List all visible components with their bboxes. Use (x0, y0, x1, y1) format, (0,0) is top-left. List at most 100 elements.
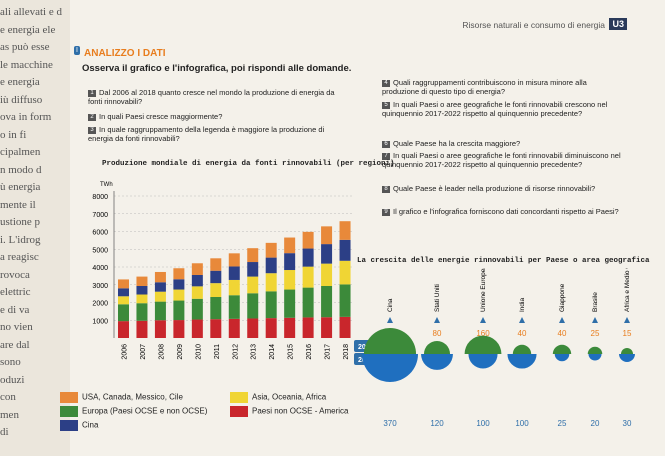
bar-segment (302, 231, 314, 249)
legend-label: Paesi non OCSE - America (252, 406, 349, 416)
value-2011-2016: 15 (623, 329, 632, 338)
bar-segment (118, 304, 129, 322)
bar-segment (247, 276, 259, 294)
left-page-text-fragment: are dal (0, 338, 30, 351)
bar-segment (284, 270, 296, 290)
up-arrow-icon (592, 317, 598, 323)
growth-semicircle-2011-2016 (587, 346, 603, 354)
growth-semicircle-2011-2016 (423, 340, 451, 354)
bar-segment (265, 291, 277, 319)
legend-label: Cina (82, 420, 99, 430)
left-page-text-fragment: ali allevati e d (0, 6, 62, 18)
legend-swatch (60, 392, 78, 403)
growth-semicircle-2017-2022 (362, 354, 418, 382)
legend-item: Asia, Oceania, Africa (230, 392, 326, 403)
legend-swatch (230, 406, 248, 417)
y-tick-label: 8000 (92, 194, 108, 201)
bar-segment (339, 239, 351, 261)
bar-segment (118, 288, 129, 297)
bar-segment (191, 274, 203, 287)
growth-semicircle-2011-2016 (552, 344, 572, 354)
y-tick-label: 2000 (92, 301, 108, 308)
bar-segment (247, 318, 259, 338)
chart-title: Produzione mondiale di energia da fonti … (102, 160, 395, 168)
bar-segment (302, 287, 314, 318)
section-title: ANALIZZO I DATI (84, 48, 166, 59)
stacked-bar-chart: TWh 1000 2000 3000 4000 5000 6000 7000 8000 2006 2… (92, 182, 354, 360)
left-page-text-fragment: e energia (0, 76, 40, 88)
legend-swatch (230, 392, 248, 403)
question-9: 9 Il grafico e l'infografica forniscono d… (382, 207, 622, 216)
legend-label: Asia, Oceania, Africa (252, 392, 327, 402)
left-page-text-fragment: di (0, 426, 9, 438)
up-arrow-icon (387, 317, 393, 323)
bar-segment (284, 253, 296, 271)
left-page-text-fragment: no vien (0, 321, 33, 333)
bar-segment (136, 320, 148, 338)
country-label: Stati Uniti (434, 284, 441, 312)
bar-segment (154, 282, 166, 292)
left-page-text-fragment: e di va (0, 303, 30, 316)
x-tick-label: 2013 (251, 344, 258, 360)
bar-segment (228, 279, 240, 296)
left-page-text-fragment: sono (0, 356, 21, 368)
bar-segment (228, 253, 240, 267)
value-2011-2016: 25 (591, 329, 600, 338)
left-page-text-fragment: o in fi (0, 128, 27, 141)
country-label: Brasile (592, 292, 599, 312)
x-tick-label: 2006 (122, 344, 129, 360)
left-page-text-fragment: con (0, 391, 16, 403)
bar-segment (191, 319, 203, 338)
bar-segment (136, 276, 148, 286)
bar-segment (321, 226, 333, 245)
left-page-text-fragment: cipalmen (0, 146, 41, 158)
bar-segment (210, 319, 222, 338)
up-arrow-icon (519, 317, 525, 323)
legend-label: USA, Canada, Messico, Cile (82, 392, 183, 402)
bar-segment (339, 221, 351, 240)
bar-segment (210, 283, 222, 297)
bar-segment (302, 248, 314, 267)
legend-swatch (60, 420, 78, 431)
bar-segment (210, 258, 222, 271)
bar-segment (118, 321, 129, 338)
growth-semicircle-2017-2022 (588, 354, 602, 361)
bar-segment (118, 296, 129, 305)
left-page-text-fragment: a reagisc (0, 251, 39, 263)
x-tick-label: 2012 (232, 344, 239, 360)
bar-segment (265, 257, 277, 274)
question-7: 7 In quali Paesi o aree geografiche le fo… (382, 151, 621, 169)
left-page-text-fragment: n modo d (0, 163, 42, 176)
bar-segment (228, 318, 240, 338)
left-page-text-fragment: ova in form (0, 111, 52, 123)
question-2: 2 In quali Paesi cresce maggiormente? (88, 112, 343, 121)
value-2017-2022: 20 (591, 419, 600, 428)
bar-segment (228, 266, 240, 280)
left-page-text-fragment: oduzi (0, 373, 25, 386)
left-page-text-fragment: le macchine (0, 58, 53, 71)
left-page-text-fragment: rovoca (0, 268, 30, 281)
bar-segment (173, 268, 185, 280)
growth-semicircle-2017-2022 (421, 354, 453, 370)
left-page-fragment: ali allevati e d e energia ele as può esse… (0, 0, 70, 456)
value-2011-2016: 80 (433, 329, 442, 338)
value-2011-2016: 40 (558, 329, 567, 338)
bar-segment (191, 298, 203, 320)
x-tick-label: 2018 (343, 344, 350, 360)
y-tick-label: 1000 (92, 318, 108, 325)
left-page-text-fragment: ù energia (0, 181, 41, 193)
bar-segment (247, 293, 259, 319)
growth-semicircle-2011-2016 (512, 344, 532, 354)
bar-segment (321, 244, 333, 264)
bar-segment (321, 285, 333, 318)
bar-segment (136, 285, 148, 295)
y-tick-label: 7000 (92, 212, 108, 219)
left-page-text-fragment: i. L'idrog (0, 233, 41, 246)
question-6: 6 Quale Paese ha la crescita maggiore? (382, 139, 622, 148)
x-tick-label: 2017 (325, 344, 332, 360)
legend-item: Paesi non OCSE - America (230, 406, 348, 417)
bar-segment (339, 260, 351, 285)
y-unit-label: TWh (100, 182, 113, 188)
value-2011-2016: 40 (518, 329, 527, 338)
